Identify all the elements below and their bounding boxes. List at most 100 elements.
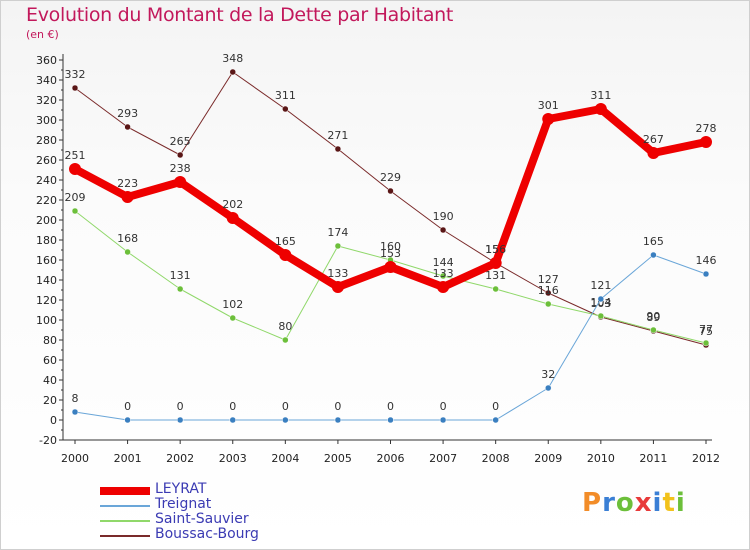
data-label-leyrat: 238 [170,162,191,175]
y-tick-label: 0 [50,414,57,427]
y-tick-label: 20 [43,394,57,407]
legend-label: Saint-Sauvier [155,511,249,527]
data-point-leyrat [384,261,397,273]
x-tick-label: 2004 [271,452,299,465]
y-tick-label: 340 [36,74,57,87]
y-tick-label: 320 [36,94,57,107]
data-label-leyrat: 202 [222,198,243,211]
data-point-saint-sauvier [492,285,499,293]
logo-letter: t [662,488,676,518]
logo-letter: r [602,488,616,518]
data-point-leyrat [594,103,607,115]
data-point-leyrat [489,257,502,269]
data-point-treignat [124,416,131,424]
data-label-saint-sauvier: 77 [699,323,713,336]
x-tick-label: 2012 [692,452,720,465]
logo-letter: i [652,488,663,518]
data-label-boussac-bourg: 265 [170,135,191,148]
legend-label: Boussac-Bourg [155,526,259,542]
logo-letter: o [615,488,635,518]
logo-letter: x [634,488,653,518]
x-tick-label: 2003 [219,452,247,465]
y-tick-label: 360 [36,54,57,67]
data-label-saint-sauvier: 104 [590,296,611,309]
data-label-boussac-bourg: 332 [65,68,86,81]
legend-swatch [100,535,150,537]
x-tick-label: 2011 [639,452,667,465]
data-point-saint-sauvier [702,339,710,347]
data-point-saint-sauvier [229,314,236,322]
data-label-treignat: 0 [440,400,447,413]
data-label-treignat: 0 [334,400,341,413]
data-label-saint-sauvier: 131 [485,269,506,282]
data-point-leyrat [121,191,134,203]
data-point-boussac-bourg [229,68,236,76]
data-label-saint-sauvier: 116 [538,284,559,297]
data-label-leyrat: 153 [380,247,401,260]
data-label-leyrat: 133 [327,267,348,280]
data-label-leyrat: 311 [590,89,611,102]
data-label-treignat: 0 [492,400,499,413]
y-tick-label: 300 [36,114,57,127]
data-label-saint-sauvier: 80 [278,320,292,333]
data-point-treignat [71,408,79,416]
x-tick-label: 2008 [482,452,510,465]
data-point-leyrat [279,249,292,261]
x-tick-label: 2002 [166,452,194,465]
data-label-leyrat: 156 [485,243,506,256]
data-label-treignat: 0 [124,400,131,413]
data-point-boussac-bourg [439,226,447,234]
logo-letter: i [675,488,686,518]
x-tick-label: 2010 [587,452,615,465]
data-point-boussac-bourg [334,145,342,153]
y-tick-label: 160 [36,254,57,267]
x-tick-label: 2005 [324,452,352,465]
data-point-leyrat [647,147,660,159]
data-point-boussac-bourg [545,289,552,297]
y-tick-label: -20 [39,434,57,447]
data-point-boussac-bourg [387,187,394,195]
data-label-treignat: 32 [541,368,555,381]
data-label-boussac-bourg: 75 [699,325,713,338]
data-label-treignat: 0 [282,400,289,413]
data-label-leyrat: 301 [538,99,559,112]
x-tick-label: 2009 [534,452,562,465]
data-label-boussac-bourg: 89 [646,311,660,324]
y-tick-label: 220 [36,194,57,207]
data-point-saint-sauvier [71,207,79,215]
data-label-leyrat: 133 [433,267,454,280]
data-label-saint-sauvier: 144 [433,256,454,269]
y-tick-label: 140 [36,274,57,287]
data-point-saint-sauvier [439,272,447,280]
legend-swatch [100,487,150,495]
data-point-treignat [597,295,605,303]
data-label-boussac-bourg: 293 [117,107,138,120]
data-point-treignat [492,416,499,424]
data-point-leyrat [331,281,344,293]
data-point-treignat [702,270,710,278]
data-label-saint-sauvier: 174 [327,226,348,239]
data-point-saint-sauvier [282,336,289,344]
y-tick-label: 260 [36,154,57,167]
data-point-treignat [545,384,552,392]
data-label-boussac-bourg: 127 [538,273,559,286]
chart-title: Evolution du Montant de la Dette par Hab… [26,4,454,26]
x-tick-label: 2007 [429,452,457,465]
x-tick-label: 2001 [114,452,142,465]
data-point-saint-sauvier [597,312,605,320]
data-label-boussac-bourg: 311 [275,89,296,102]
data-point-treignat [439,416,447,424]
data-label-saint-sauvier: 102 [222,298,243,311]
x-tick-label: 2000 [61,452,89,465]
data-label-treignat: 0 [229,400,236,413]
data-label-boussac-bourg: 271 [327,129,348,142]
data-label-saint-sauvier: 131 [170,269,191,282]
data-label-saint-sauvier: 160 [380,240,401,253]
data-point-saint-sauvier [334,242,342,250]
data-point-treignat [176,416,184,424]
data-label-boussac-bourg: 103 [590,297,611,310]
data-label-saint-sauvier: 209 [65,191,86,204]
data-label-leyrat: 267 [643,133,664,146]
data-point-leyrat [542,113,555,125]
